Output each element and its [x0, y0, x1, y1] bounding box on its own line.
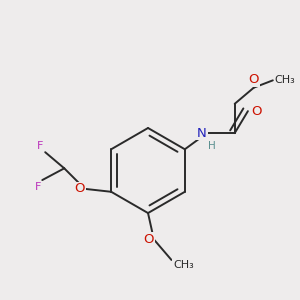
Text: N: N	[197, 127, 207, 140]
Text: CH₃: CH₃	[274, 75, 295, 85]
Text: O: O	[74, 182, 85, 195]
Text: H: H	[208, 141, 216, 151]
Text: CH₃: CH₃	[173, 260, 194, 270]
Text: O: O	[248, 73, 259, 86]
Text: O: O	[143, 233, 154, 246]
Text: F: F	[38, 141, 44, 151]
Text: F: F	[34, 182, 41, 191]
Text: O: O	[251, 105, 262, 118]
